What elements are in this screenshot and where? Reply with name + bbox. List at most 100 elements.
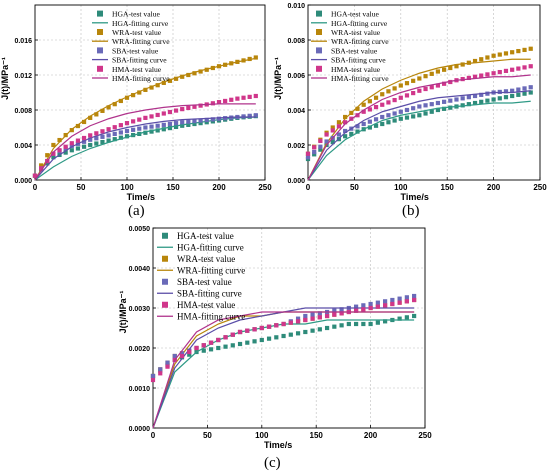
data-point bbox=[448, 98, 453, 103]
data-point bbox=[324, 313, 330, 319]
fit-curve-line bbox=[34, 103, 256, 181]
data-point bbox=[343, 120, 348, 125]
data-point bbox=[485, 55, 490, 60]
data-point bbox=[386, 120, 391, 125]
data-point bbox=[106, 133, 111, 138]
data-point bbox=[368, 301, 373, 307]
data-point bbox=[373, 95, 379, 100]
y-tick-label: 0.010 bbox=[287, 3, 305, 10]
data-point bbox=[373, 104, 379, 110]
data-point bbox=[118, 135, 123, 140]
fit-curve-line bbox=[307, 74, 531, 181]
legend-marker bbox=[162, 278, 168, 285]
data-point bbox=[158, 371, 163, 376]
data-point bbox=[330, 125, 335, 130]
legend-marker bbox=[97, 29, 103, 35]
data-point bbox=[392, 111, 397, 116]
data-point bbox=[383, 319, 388, 324]
data-point bbox=[361, 303, 366, 308]
data-point bbox=[186, 119, 191, 124]
legend-label: HMA-test value bbox=[177, 300, 235, 310]
data-point bbox=[368, 305, 373, 311]
x-tick-label: 200 bbox=[487, 183, 501, 192]
data-point bbox=[412, 297, 417, 303]
data-point bbox=[375, 300, 380, 305]
data-point bbox=[201, 348, 206, 353]
y-tick-label: 0.0020 bbox=[129, 346, 151, 353]
fit-curve-line bbox=[307, 58, 531, 181]
data-point bbox=[435, 107, 441, 113]
plot-frame bbox=[152, 227, 426, 429]
data-point bbox=[339, 307, 344, 312]
data-point bbox=[81, 144, 87, 149]
data-point bbox=[423, 74, 428, 79]
data-point bbox=[367, 125, 372, 130]
data-point bbox=[390, 301, 395, 307]
x-tick-label: 200 bbox=[364, 431, 378, 440]
data-point bbox=[179, 353, 185, 359]
data-point bbox=[155, 83, 160, 88]
data-point bbox=[310, 312, 315, 317]
data-point bbox=[223, 335, 228, 340]
data-point bbox=[216, 345, 221, 351]
y-tick-label: 0.016 bbox=[14, 38, 32, 45]
data-point bbox=[118, 98, 123, 104]
x-tick-label: 0 bbox=[33, 183, 38, 192]
data-point bbox=[106, 138, 111, 143]
fit-curve-line bbox=[34, 116, 256, 181]
data-point bbox=[397, 296, 402, 301]
x-tick-label: 0 bbox=[306, 183, 311, 192]
data-point bbox=[317, 327, 322, 332]
data-point bbox=[63, 150, 68, 155]
data-point bbox=[100, 139, 105, 145]
data-point bbox=[180, 120, 185, 125]
data-point bbox=[106, 127, 111, 132]
data-point bbox=[69, 128, 74, 133]
data-point bbox=[223, 98, 228, 104]
data-point bbox=[339, 323, 344, 328]
legend-label: HMA-test value bbox=[112, 65, 162, 74]
data-point bbox=[149, 114, 154, 119]
data-point bbox=[380, 102, 385, 107]
data-point bbox=[386, 113, 391, 118]
data-point bbox=[229, 97, 234, 102]
data-point bbox=[253, 55, 258, 60]
x-tick-label: 50 bbox=[203, 431, 212, 440]
data-point bbox=[32, 173, 38, 178]
data-point bbox=[150, 373, 156, 379]
data-point bbox=[69, 148, 74, 153]
data-point bbox=[383, 303, 388, 308]
plot-frame bbox=[307, 4, 541, 181]
data-point bbox=[367, 107, 372, 112]
legend-label: HGA-fitting curve bbox=[112, 19, 169, 28]
data-point bbox=[201, 343, 206, 348]
data-point bbox=[412, 313, 417, 319]
data-point bbox=[88, 133, 93, 138]
y-tick-label: 0.0050 bbox=[129, 226, 151, 233]
data-point bbox=[336, 132, 342, 137]
legend-marker bbox=[316, 10, 322, 17]
data-point bbox=[516, 48, 521, 54]
data-point bbox=[330, 128, 335, 133]
data-point bbox=[442, 81, 447, 86]
data-point bbox=[472, 93, 478, 99]
data-point bbox=[318, 144, 323, 149]
x-tick-label: 0 bbox=[151, 431, 156, 440]
data-point bbox=[247, 113, 252, 118]
data-point bbox=[165, 360, 170, 365]
x-tick-label: 150 bbox=[310, 431, 324, 440]
data-point bbox=[528, 90, 533, 95]
data-point bbox=[510, 88, 515, 93]
data-point bbox=[149, 129, 154, 134]
data-point bbox=[355, 106, 360, 111]
data-point bbox=[411, 90, 416, 96]
data-point bbox=[491, 53, 496, 58]
data-point bbox=[216, 116, 222, 121]
data-point bbox=[310, 328, 315, 333]
data-point bbox=[230, 332, 235, 337]
data-point bbox=[131, 93, 136, 98]
data-point bbox=[186, 122, 191, 127]
data-point bbox=[343, 134, 348, 139]
data-point bbox=[460, 96, 465, 101]
